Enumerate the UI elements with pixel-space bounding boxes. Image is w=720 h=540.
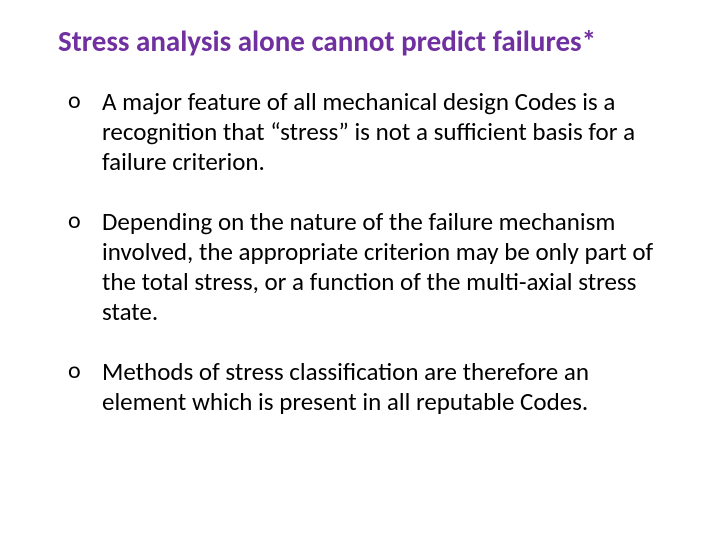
bullet-list: A major feature of all mechanical design…	[48, 87, 672, 417]
list-item: A major feature of all mechanical design…	[68, 87, 660, 177]
bullet-text: Methods of stress classification are the…	[102, 356, 589, 417]
slide-title: Stress analysis alone cannot predict fai…	[58, 24, 672, 59]
list-item: Methods of stress classification are the…	[68, 357, 660, 417]
bullet-text: Depending on the nature of the failure m…	[102, 206, 653, 327]
bullet-text: A major feature of all mechanical design…	[102, 86, 635, 177]
list-item: Depending on the nature of the failure m…	[68, 207, 660, 327]
slide: Stress analysis alone cannot predict fai…	[0, 0, 720, 540]
